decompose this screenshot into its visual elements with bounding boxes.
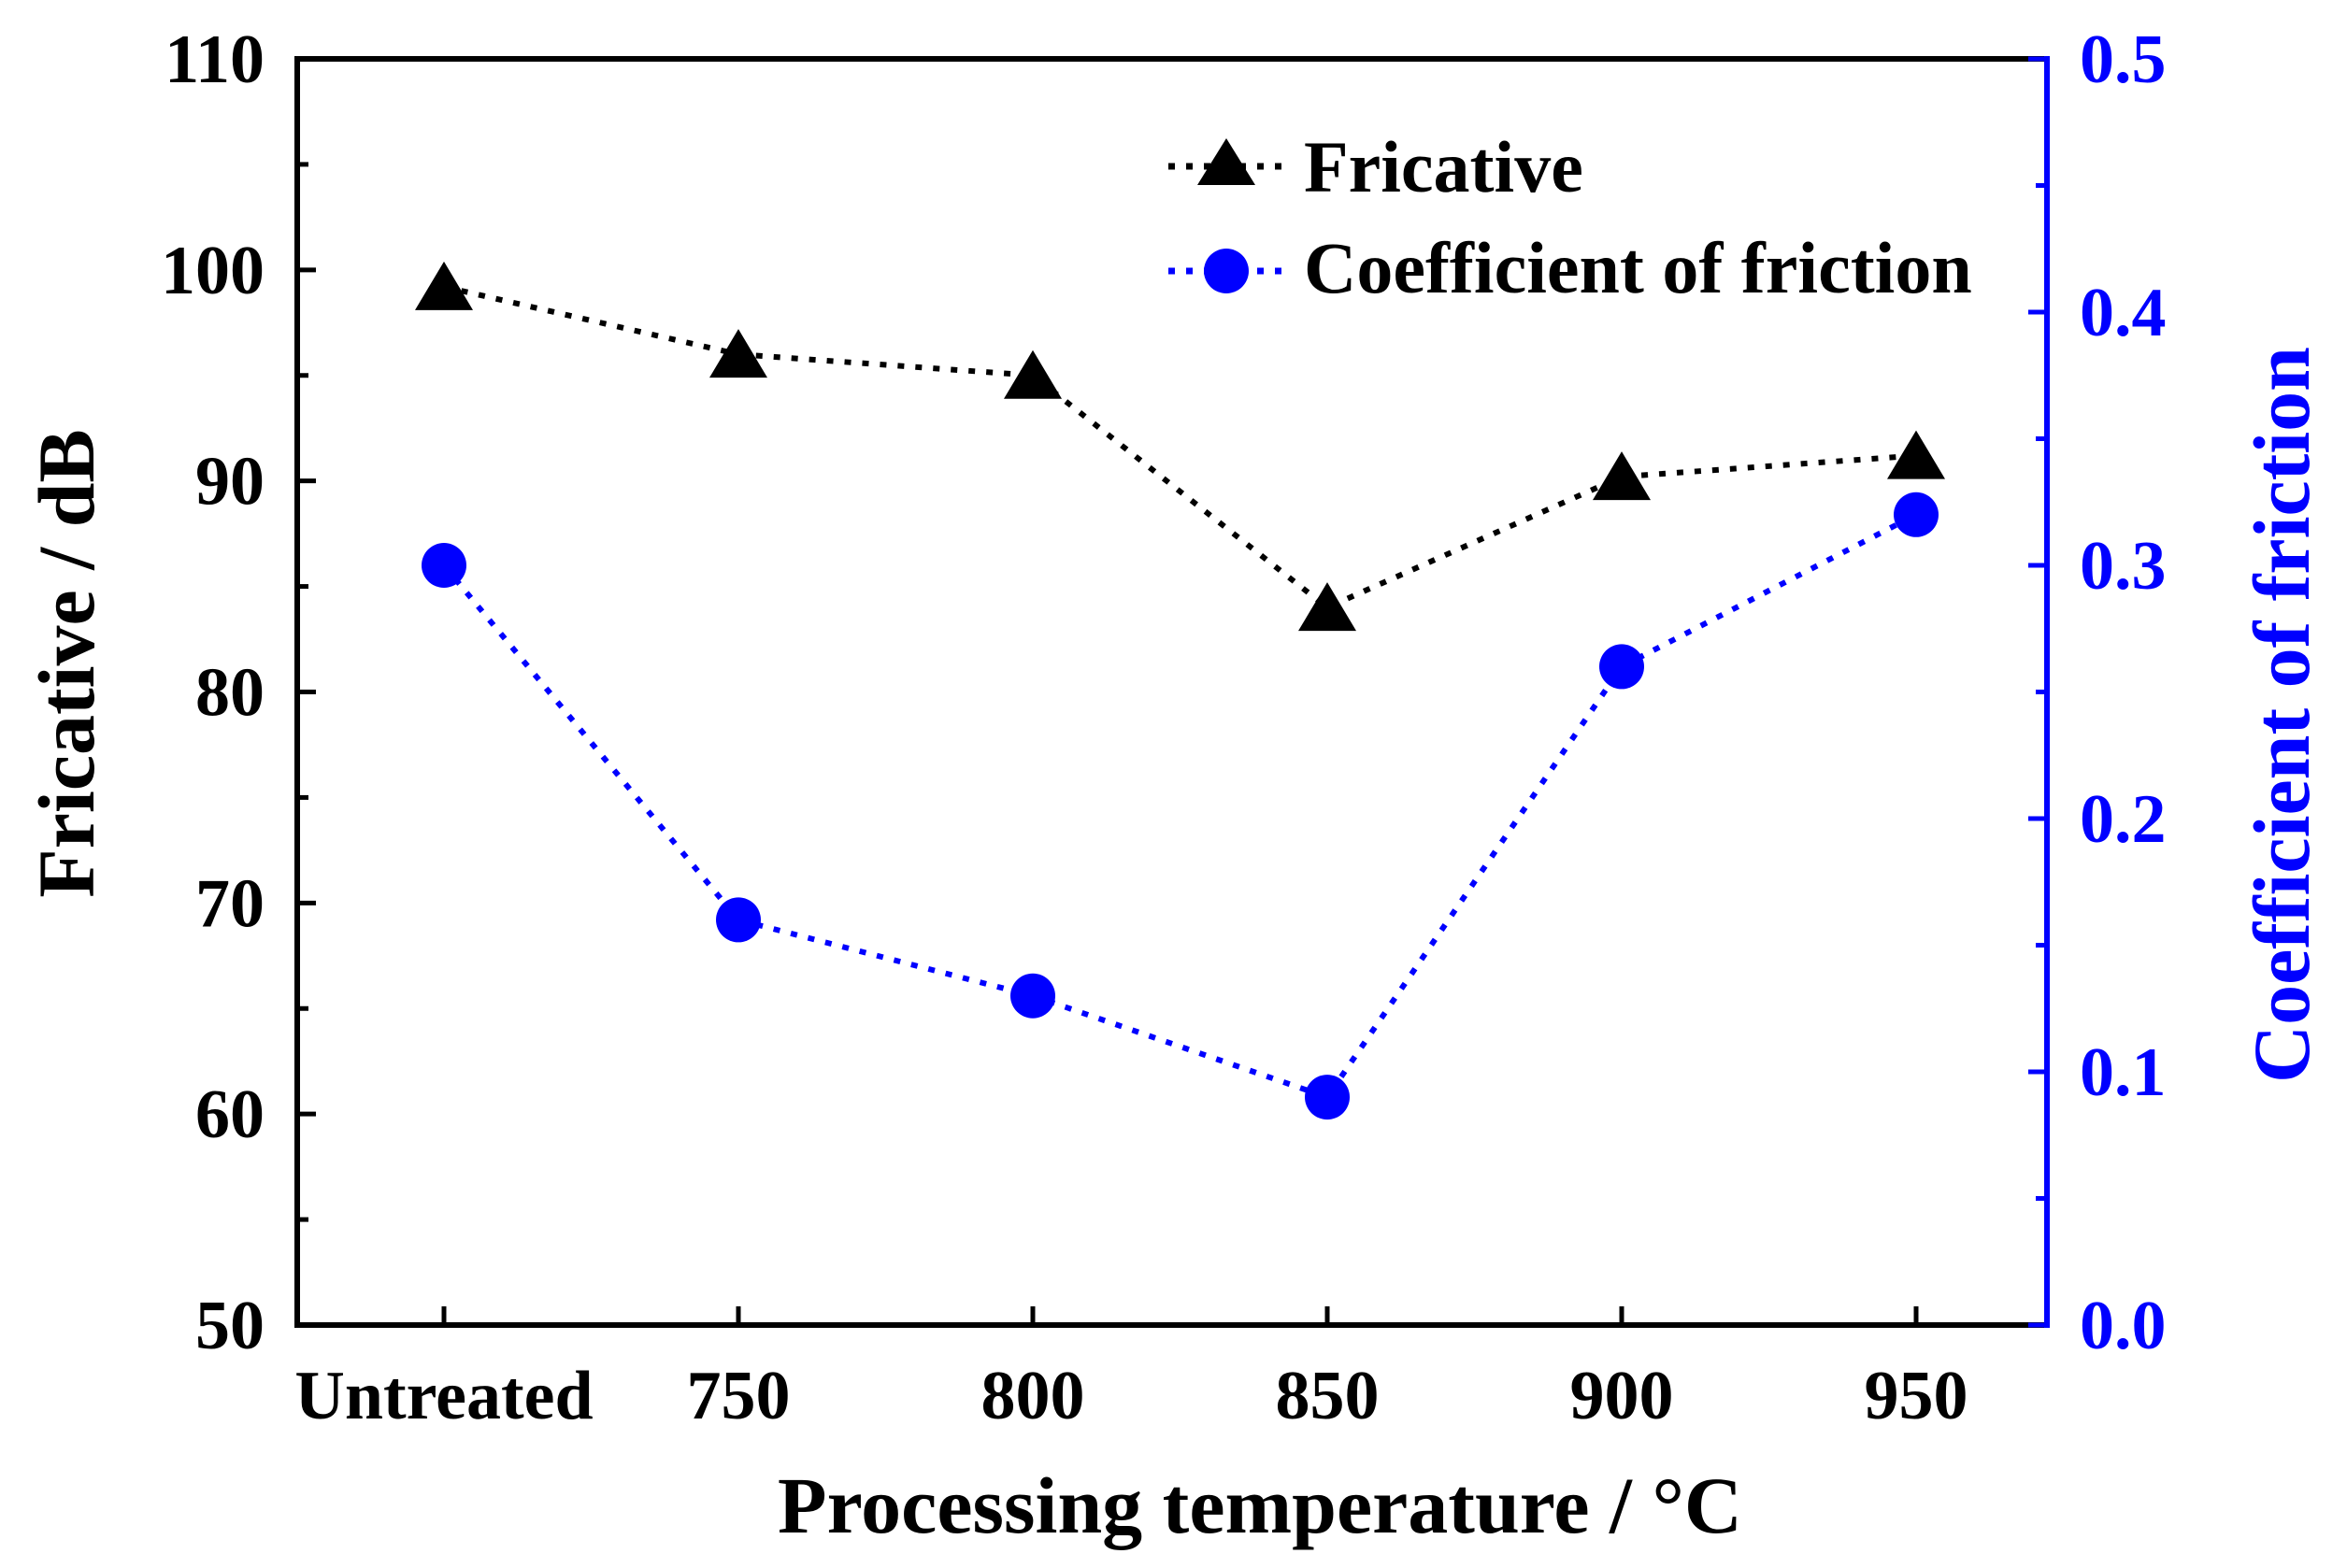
y-right-tick-label: 0.3 xyxy=(2080,528,2167,605)
cof-point xyxy=(716,897,761,943)
y-right-tick-label: 0.2 xyxy=(2080,781,2167,858)
series-line-cof xyxy=(441,512,1918,1101)
y-left-axis-title: Fricative / dB xyxy=(21,429,111,898)
x-tick-label: Untreated xyxy=(294,1358,593,1434)
fricative-point xyxy=(415,261,473,310)
y-right-tick-label: 0.0 xyxy=(2080,1288,2167,1364)
x-tick-label: 900 xyxy=(1570,1358,1674,1434)
cof-point xyxy=(422,543,466,588)
cof-point xyxy=(1305,1075,1350,1120)
plot-area: 50 60 70 80 90 100 110 0.0 0.1 0.2 0.3 0.4 0.5 Untrea… xyxy=(161,21,2167,1434)
y-right-axis-title: Coefficient of friction xyxy=(2237,347,2326,1083)
legend-fricative-label: Fricative xyxy=(1304,126,1583,207)
legend-fricative-marker xyxy=(1197,138,1255,185)
x-tick-label: 950 xyxy=(1865,1358,1968,1434)
fricative-point xyxy=(1004,349,1062,399)
cof-point xyxy=(1010,973,1055,1019)
legend-cof-marker xyxy=(1204,249,1249,293)
fricative-point xyxy=(1593,451,1651,501)
fricative-point xyxy=(1298,582,1356,632)
series-line-fricative xyxy=(443,283,1917,611)
x-tick-label: 800 xyxy=(981,1358,1085,1434)
y-left-tick-label: 100 xyxy=(161,233,265,309)
x-axis-title: Processing temperature / °C xyxy=(778,1461,1742,1550)
x-tick-label: 750 xyxy=(687,1358,791,1434)
y-left-tick-label: 80 xyxy=(195,655,265,732)
y-left-tick-label: 50 xyxy=(195,1288,265,1364)
y-left-tick-label: 70 xyxy=(195,865,265,942)
y-right-tick-label: 0.5 xyxy=(2080,21,2167,98)
y-left-tick-label: 110 xyxy=(165,21,265,98)
y-left-tick-label: 60 xyxy=(195,1076,265,1153)
fricative-point xyxy=(709,329,767,378)
y-right-tick-label: 0.1 xyxy=(2080,1034,2167,1111)
y-left-tick-label: 90 xyxy=(195,444,265,520)
fricative-point xyxy=(1887,430,1945,479)
series-markers xyxy=(415,261,1945,1120)
cof-point xyxy=(1894,492,1939,537)
series-lines xyxy=(441,283,1918,1101)
cof-point xyxy=(1599,644,1644,690)
legend: Fricative Coefficient of friction xyxy=(1168,126,1972,308)
legend-cof-label: Coefficient of friction xyxy=(1304,227,1972,308)
x-tick-label: 850 xyxy=(1276,1358,1380,1434)
y-right-tick-label: 0.4 xyxy=(2080,275,2167,351)
